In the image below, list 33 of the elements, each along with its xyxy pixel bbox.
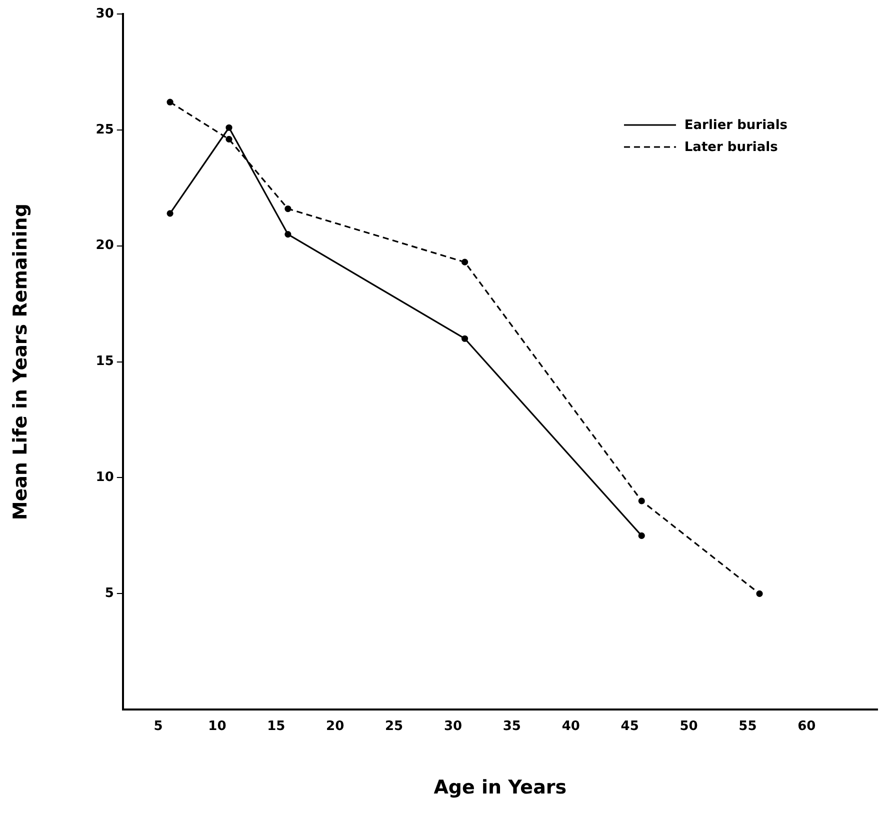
point: [284, 230, 292, 238]
point: [226, 136, 232, 143]
x-tick-label: 40: [562, 718, 580, 734]
legend-label: Earlier burials: [684, 118, 788, 132]
point: [166, 210, 174, 217]
x-tick-label: 35: [502, 718, 521, 734]
y-tick-label: 10: [96, 470, 114, 486]
point: [756, 590, 763, 597]
y-tick-label: 5: [104, 586, 114, 602]
x-tick-label: 45: [620, 718, 639, 734]
point: [461, 335, 468, 342]
x-tick-label: 60: [798, 718, 816, 734]
point: [461, 258, 468, 266]
point: [166, 98, 174, 106]
point: [638, 532, 645, 539]
legend-label: Later burials: [684, 140, 778, 154]
point: [284, 205, 292, 212]
x-tick-label: 15: [267, 718, 286, 734]
y-tick-label: 25: [96, 122, 114, 138]
x-axis-title: Age in Years: [434, 776, 567, 799]
x-tick-label: 30: [444, 718, 462, 734]
y-tick-label: 20: [96, 238, 114, 254]
x-tick-label: 10: [208, 718, 226, 734]
x-tick-label: 20: [326, 718, 344, 734]
x-tick-label: 5: [154, 718, 163, 734]
x-tick-label: 25: [384, 718, 404, 734]
x-tick-label: 55: [738, 718, 757, 734]
point: [638, 498, 645, 504]
point: [226, 124, 232, 131]
y-tick-label: 30: [96, 6, 114, 22]
y-tick-label: 15: [96, 354, 114, 370]
x-tick-label: 50: [680, 718, 698, 734]
y-axis-title: Mean Life in Years Remaining: [9, 203, 32, 520]
